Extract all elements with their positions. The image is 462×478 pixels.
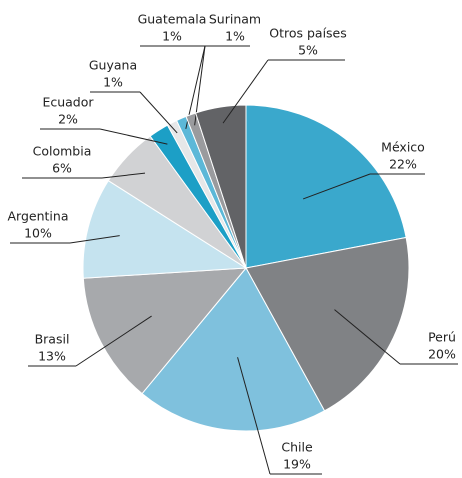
- leader-line: [222, 59, 269, 124]
- slice-label: Guatemala: [138, 12, 207, 27]
- value-label: 22%: [389, 157, 417, 172]
- value-label: 19%: [283, 457, 311, 472]
- slice-label: México: [381, 140, 425, 155]
- pie-slice: [141, 267, 326, 432]
- value-label: 13%: [38, 349, 66, 364]
- leader-line: [101, 172, 146, 179]
- leader-line: [302, 173, 371, 200]
- pie-slice: [82, 267, 248, 395]
- value-label: 6%: [52, 161, 72, 176]
- leader-line: [69, 235, 120, 244]
- value-label: 1%: [162, 29, 182, 44]
- slice-label: Otros países: [269, 26, 347, 41]
- pie-slice: [194, 104, 247, 269]
- leader-line: [139, 91, 178, 134]
- leader-line: [237, 357, 271, 475]
- slice-label: Argentina: [8, 209, 69, 224]
- leader-line: [194, 45, 206, 126]
- slice-label: Perú: [428, 330, 456, 345]
- slice-label: Guyana: [89, 58, 137, 73]
- leader-line: [75, 315, 152, 367]
- pie-slice: [245, 236, 410, 412]
- slice-label: Chile: [281, 440, 313, 455]
- value-label: 2%: [58, 112, 78, 127]
- slice-label: Surinam: [209, 12, 261, 27]
- leader-line: [334, 309, 401, 365]
- slice-label: Brasil: [35, 332, 70, 347]
- value-label: 1%: [225, 29, 245, 44]
- value-label: 1%: [103, 75, 123, 90]
- value-label: 10%: [24, 226, 52, 241]
- value-label: 5%: [298, 43, 318, 58]
- pie-slice: [245, 104, 407, 269]
- value-label: 20%: [428, 347, 456, 362]
- leader-line: [99, 128, 168, 145]
- pie-slice: [82, 179, 248, 279]
- slice-label: Ecuador: [42, 95, 94, 110]
- slice-label: Colombia: [33, 144, 92, 159]
